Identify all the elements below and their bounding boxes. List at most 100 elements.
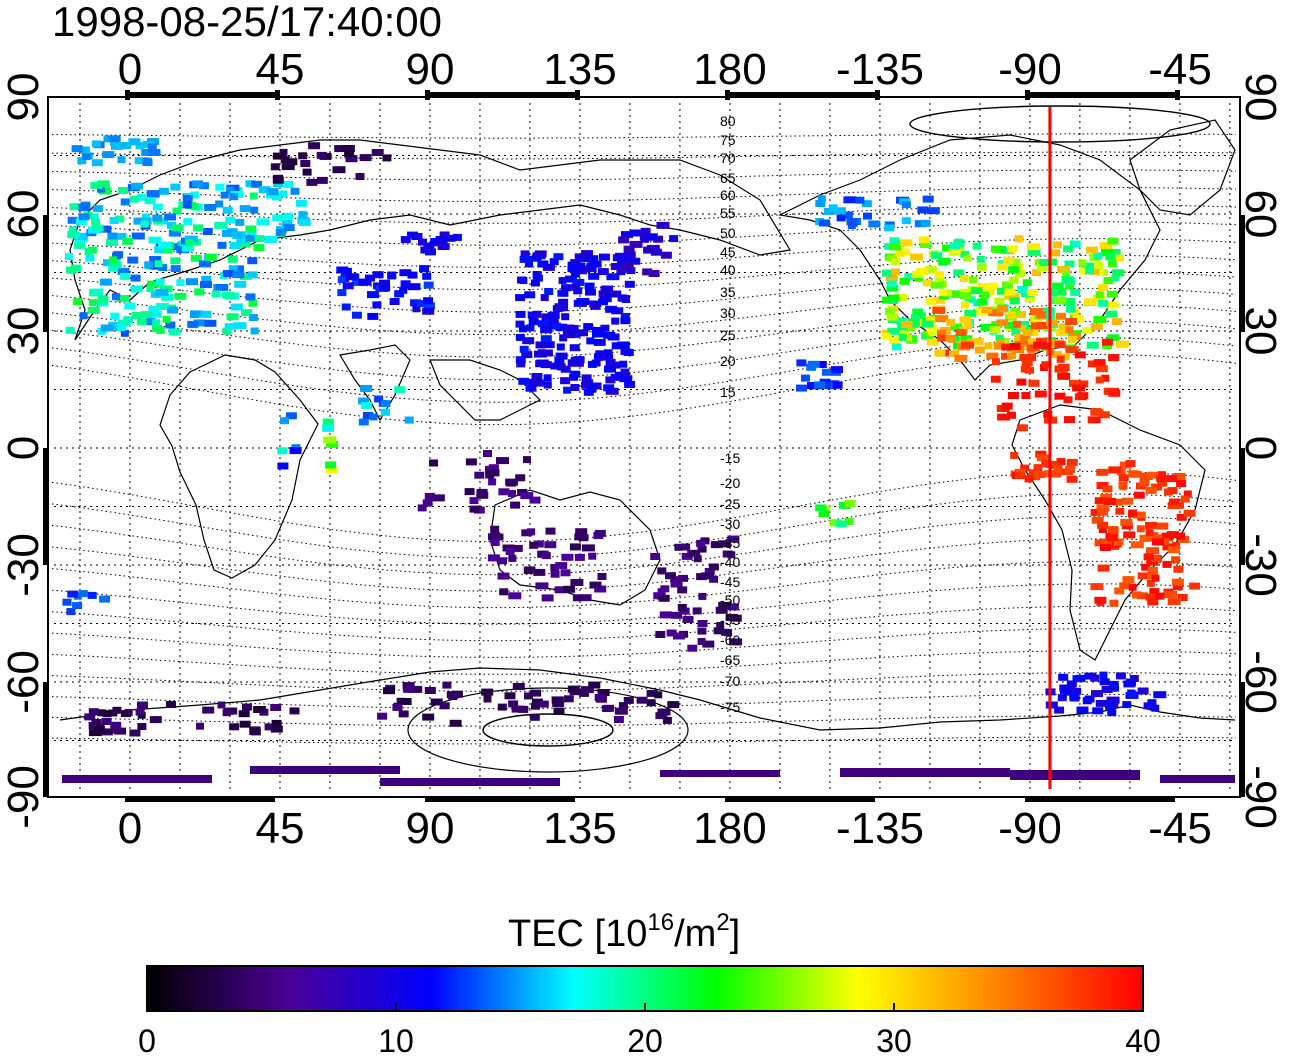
tec-cell	[704, 568, 715, 575]
tec-cell	[1016, 325, 1026, 333]
tec-cell	[610, 263, 619, 270]
tec-cell	[550, 316, 559, 323]
tec-cell	[241, 309, 253, 317]
tec-cell	[1090, 408, 1104, 416]
tec-cell	[351, 311, 362, 319]
tec-cell	[90, 181, 103, 189]
tec-cell	[129, 195, 139, 203]
tec-cell	[886, 284, 899, 292]
tec-cell	[90, 213, 99, 221]
tec-cell	[534, 250, 547, 258]
tec-cell	[497, 703, 507, 711]
tec-cell	[1097, 508, 1108, 516]
tec-cell	[250, 327, 259, 335]
tec-cell	[1108, 526, 1119, 534]
contour-label: -40	[720, 554, 740, 570]
tec-cell	[969, 276, 977, 284]
tec-cell	[561, 313, 570, 321]
tec-cell	[525, 260, 533, 268]
tec-cell	[567, 685, 580, 693]
tec-cell	[589, 581, 602, 589]
tec-cell	[371, 149, 384, 156]
tec-cell	[932, 306, 946, 314]
tec-cell	[1055, 329, 1068, 336]
tec-cell	[410, 299, 422, 307]
tec-cell	[678, 574, 689, 582]
tec-cell	[1003, 256, 1014, 264]
tec-cell	[907, 318, 920, 326]
tec-cell	[100, 225, 112, 233]
tec-cell	[281, 219, 293, 227]
colorbar-title: TEC [1016/m2]	[508, 909, 740, 955]
tec-cell	[716, 622, 725, 629]
tec-cell	[249, 728, 260, 735]
tec-cell	[1021, 359, 1033, 366]
tec-cell	[718, 540, 731, 548]
tec-cell	[611, 307, 624, 315]
tec-cell	[1164, 591, 1178, 598]
tec-cell	[302, 168, 312, 176]
tec-cell	[593, 354, 603, 361]
tec-cell	[279, 148, 288, 156]
tec-cell	[423, 242, 435, 250]
tec-cell	[147, 143, 157, 151]
tec-cell	[121, 710, 131, 718]
tec-cell	[1108, 354, 1120, 362]
contour-line	[51, 304, 1237, 358]
tec-cell	[423, 281, 434, 289]
tec-cell	[383, 687, 395, 695]
tec-cell	[381, 400, 391, 408]
tec-cell	[655, 631, 666, 638]
latitude-label-right: 30	[1236, 307, 1285, 356]
tec-cell	[544, 288, 554, 295]
tec-cell	[233, 322, 247, 330]
tec-cell	[248, 299, 258, 307]
frame-bar	[43, 682, 49, 797]
tec-cell	[1120, 518, 1133, 526]
tec-cell	[289, 707, 300, 715]
tec-cell	[569, 543, 581, 551]
tec-cell	[1101, 686, 1113, 693]
tec-cell	[150, 309, 159, 317]
tec-cell	[588, 255, 599, 263]
tec-cell	[182, 194, 193, 202]
tec-cell	[469, 497, 479, 505]
tec-cell	[818, 510, 830, 518]
tec-cell	[886, 254, 896, 262]
tec-cell	[1143, 553, 1154, 561]
tec-cell	[1033, 464, 1043, 472]
tec-cell	[560, 304, 569, 312]
tec-cell	[1019, 354, 1033, 361]
coastline	[1129, 119, 1236, 216]
tec-cell	[1153, 691, 1167, 699]
tec-cell	[316, 151, 327, 159]
tec-cell	[271, 719, 282, 727]
tec-cell	[996, 263, 1008, 271]
latitude-label-right: 90	[1236, 73, 1285, 122]
latitude-label-right: -30	[1236, 533, 1285, 597]
tec-cell	[909, 253, 923, 261]
tec-cell	[533, 568, 546, 576]
tec-cell	[189, 311, 199, 319]
tec-cell	[91, 159, 103, 167]
tec-cell	[801, 374, 810, 382]
tec-cell	[1065, 282, 1075, 290]
tec-cell	[506, 479, 517, 487]
latitude-label-left: -90	[0, 765, 48, 829]
tec-cell	[251, 235, 264, 243]
contour-label: -70	[720, 673, 740, 689]
tec-cell	[429, 459, 438, 467]
tec-cell	[659, 611, 672, 619]
tec-cell	[583, 323, 594, 331]
tec-cell	[620, 313, 630, 320]
tec-cell	[1106, 301, 1119, 309]
tec-cell	[646, 244, 660, 252]
tec-cell	[490, 525, 500, 533]
tec-cell	[1090, 508, 1102, 516]
tec-cell	[538, 320, 549, 328]
tec-cell	[374, 395, 384, 403]
longitude-label-top: 180	[693, 45, 766, 94]
tec-cell	[1114, 254, 1124, 262]
tec-cell	[561, 284, 572, 292]
tec-cell	[529, 713, 540, 721]
